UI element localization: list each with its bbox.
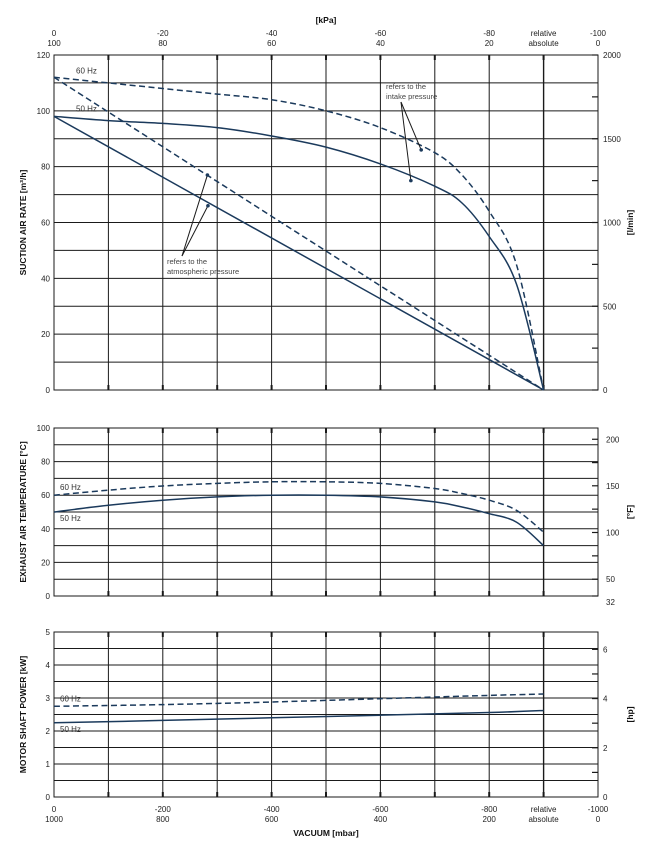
series-60-hz — [53, 693, 544, 708]
bottom-tick-abs-4: 200 — [483, 815, 497, 824]
y2-tick-label-2: 1000 — [603, 219, 621, 228]
y2-tick-label-1: 500 — [603, 302, 617, 311]
y-tick-label-4: 80 — [41, 458, 50, 467]
y-tick-label-1: 20 — [41, 330, 50, 339]
annotation-atmos-0: refers to the — [167, 257, 207, 266]
annotation-dot — [205, 173, 210, 177]
bottom-tick-rel-2: -400 — [264, 805, 281, 814]
top-tick-abs-6: 0 — [596, 39, 601, 48]
y2-tick-label-1: 50 — [606, 575, 615, 584]
series-50-hz — [53, 494, 545, 547]
annotation-dot — [206, 203, 210, 208]
y2-tick-label-0: 0 — [603, 386, 608, 395]
bottom-tick-rel-0: 0 — [52, 805, 57, 814]
bottom-tick-rel-1: -200 — [155, 805, 172, 814]
y2-tick-label-3: 1500 — [603, 135, 621, 144]
top-tick-abs-3: 40 — [376, 39, 385, 48]
top-tick-abs-1: 80 — [158, 39, 167, 48]
y2-tick-label-3: 6 — [603, 645, 608, 654]
annotation-leader — [181, 205, 209, 257]
bottom-tick-abs-2: 600 — [265, 815, 279, 824]
annotation-leader — [400, 101, 422, 151]
top-tick-rel-5: relative — [531, 29, 557, 38]
bottom-tick-rel-3: -600 — [372, 805, 389, 814]
series-label-0: 60 Hz — [76, 66, 97, 75]
y2-tick-label-2: 100 — [606, 528, 620, 537]
y-tick-label-2: 2 — [46, 727, 51, 736]
series-60-hz-intake — [53, 76, 545, 391]
y-tick-label-5: 100 — [37, 107, 51, 116]
y2-tick-label-3: 150 — [606, 482, 620, 491]
y2-tick-label-1: 2 — [603, 744, 608, 753]
y-tick-label-4: 4 — [46, 661, 51, 670]
y-axis-title: EXHAUST AIR TEMPERATURE [°C] — [18, 441, 28, 582]
annotation-leader — [181, 174, 208, 257]
series-50-hz-intake — [53, 115, 545, 391]
annotation-atmos-1: atmospheric pressure — [167, 267, 239, 276]
bottom-tick-rel-4: -800 — [481, 805, 498, 814]
annotation-leader — [400, 101, 412, 181]
y-tick-label-0: 0 — [46, 592, 51, 601]
panel-power: 0 1 2 3 4 5 MOTOR SHAFT POWER [kW] [hp] 0 2 4 6 60 H… — [18, 628, 635, 802]
series-label-1: 50 Hz — [60, 725, 81, 734]
annotation-dot — [409, 178, 413, 183]
top-tick-rel-2: -40 — [266, 29, 278, 38]
top-tick-abs-0: 100 — [47, 39, 61, 48]
y2-tick-label-0: 32 — [606, 598, 615, 607]
top-tick-rel-1: -20 — [157, 29, 169, 38]
series-label-1: 50 Hz — [76, 104, 97, 113]
y-tick-label-3: 60 — [41, 219, 50, 228]
bottom-tick-abs-6: 0 — [596, 815, 601, 824]
bottom-tick-abs-1: 800 — [156, 815, 170, 824]
annotation-dot — [419, 148, 424, 152]
y-tick-label-1: 1 — [46, 760, 51, 769]
bottom-tick-rel-5: relative — [531, 805, 557, 814]
y2-tick-label-4: 200 — [606, 435, 620, 444]
top-tick-rel-4: -80 — [483, 29, 495, 38]
series-50-hz-atmospheric — [53, 115, 544, 391]
top-tick-rel-0: 0 — [52, 29, 57, 38]
y2-tick-label-2: 4 — [603, 695, 608, 704]
y-tick-label-1: 20 — [41, 558, 50, 567]
y-tick-label-2: 40 — [41, 274, 50, 283]
series-60-hz-atmospheric — [53, 76, 545, 391]
annotation-intake-1: intake pressure — [386, 92, 437, 101]
bottom-tick-abs-3: 400 — [374, 815, 388, 824]
panel-temperature: 0 20 40 60 80 100 EXHAUST AIR TEMPERATURE [°C]… — [18, 424, 635, 607]
bottom-axis-title: VACUUM [mbar] — [293, 828, 359, 838]
top-tick-abs-5: absolute — [528, 39, 559, 48]
bottom-tick-abs-5: absolute — [528, 815, 559, 824]
annotation-intake-0: refers to the — [386, 82, 426, 91]
top-axis-title: [kPa] — [316, 15, 337, 25]
top-tick-abs-4: 20 — [485, 39, 494, 48]
top-tick-abs-2: 60 — [267, 39, 276, 48]
series-50-hz — [53, 709, 544, 724]
y2-tick-label-0: 0 — [603, 793, 608, 802]
series-60-hz — [53, 480, 545, 533]
y-tick-label-5: 5 — [46, 628, 51, 637]
panel-suction: 0 20 40 60 80 100 120 SUCTION AIR RATE [m³/h] [l… — [18, 51, 635, 395]
y-axis-title: MOTOR SHAFT POWER [kW] — [18, 656, 28, 774]
top-tick-rel-6: -100 — [590, 29, 607, 38]
y2-axis-title: [hp] — [625, 706, 635, 722]
y-tick-label-0: 0 — [46, 386, 51, 395]
y2-axis-title: [l/min] — [625, 210, 635, 236]
y-tick-label-3: 3 — [46, 694, 51, 703]
series-label-1: 50 Hz — [60, 514, 81, 523]
y-axis-title: SUCTION AIR RATE [m³/h] — [18, 169, 28, 275]
bottom-tick-rel-6: -1000 — [588, 805, 609, 814]
top-tick-rel-3: -60 — [375, 29, 387, 38]
y-tick-label-0: 0 — [46, 793, 51, 802]
series-label-0: 60 Hz — [60, 694, 81, 703]
y2-tick-label-4: 2000 — [603, 51, 621, 60]
y2-axis-title: [°F] — [625, 505, 635, 519]
series-label-0: 60 Hz — [60, 483, 81, 492]
y-tick-label-5: 100 — [37, 424, 51, 433]
bottom-tick-abs-0: 1000 — [45, 815, 63, 824]
y-tick-label-3: 60 — [41, 491, 50, 500]
y-tick-label-6: 120 — [37, 51, 51, 60]
y-tick-label-2: 40 — [41, 525, 50, 534]
y-tick-label-4: 80 — [41, 163, 50, 172]
